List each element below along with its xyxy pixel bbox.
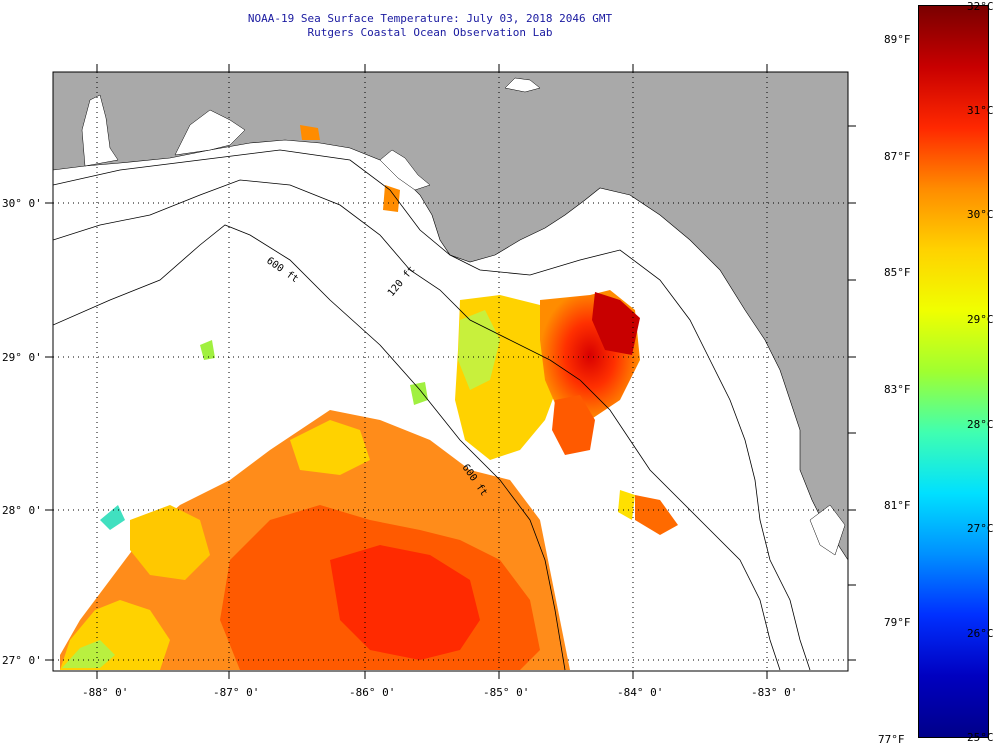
contour-120ft bbox=[53, 179, 781, 671]
lon-label: -85° 0' bbox=[483, 686, 530, 699]
colorbar-c-label: 30°C bbox=[967, 208, 994, 221]
bay bbox=[379, 149, 431, 191]
lat-label: 28° 0' bbox=[2, 504, 42, 517]
colorbar-c-label: 27°C bbox=[967, 522, 994, 535]
map-title: NOAA-19 Sea Surface Temperature: July 03… bbox=[247, 12, 613, 25]
colorbar-c-label: 26°C bbox=[967, 627, 994, 640]
colorbar-c-label: 28°C bbox=[967, 418, 994, 431]
colorbar-f-label: 89°F bbox=[884, 33, 911, 46]
bay bbox=[504, 77, 541, 93]
colorbar-f-label: 85°F bbox=[884, 266, 911, 279]
lat-label: 29° 0' bbox=[2, 351, 42, 364]
colorbar-c-label: 31°C bbox=[967, 104, 994, 117]
colorbar-f-label: 81°F bbox=[884, 499, 911, 512]
colorbar-c-label: 32°C bbox=[967, 0, 994, 13]
lon-label: -87° 0' bbox=[213, 686, 260, 699]
colorbar-f-label: 77°F bbox=[878, 733, 905, 746]
lon-label: -88° 0' bbox=[82, 686, 129, 699]
lon-label: -86° 0' bbox=[349, 686, 396, 699]
bay bbox=[174, 109, 246, 156]
colorbar-c-label: 25°C bbox=[967, 731, 994, 744]
colorbar-f-label: 87°F bbox=[884, 150, 911, 163]
land-mass bbox=[53, 72, 848, 561]
bay bbox=[809, 504, 846, 556]
lon-label: -83° 0' bbox=[751, 686, 798, 699]
plot-border bbox=[52, 71, 849, 672]
temperature-colorbar bbox=[918, 5, 989, 738]
sst-patches bbox=[60, 125, 678, 670]
contour-600ft bbox=[53, 224, 566, 671]
lat-label: 27° 0' bbox=[2, 654, 42, 667]
bay bbox=[81, 94, 119, 167]
colorbar-f-label: 83°F bbox=[884, 383, 911, 396]
tick-marks bbox=[45, 64, 856, 679]
lon-label: -84° 0' bbox=[617, 686, 664, 699]
contour-60ft bbox=[53, 149, 811, 671]
lat-label: 30° 0' bbox=[2, 197, 42, 210]
map-subtitle: Rutgers Coastal Ocean Observation Lab bbox=[307, 26, 553, 39]
colorbar-c-label: 29°C bbox=[967, 313, 994, 326]
colorbar-f-label: 79°F bbox=[884, 616, 911, 629]
